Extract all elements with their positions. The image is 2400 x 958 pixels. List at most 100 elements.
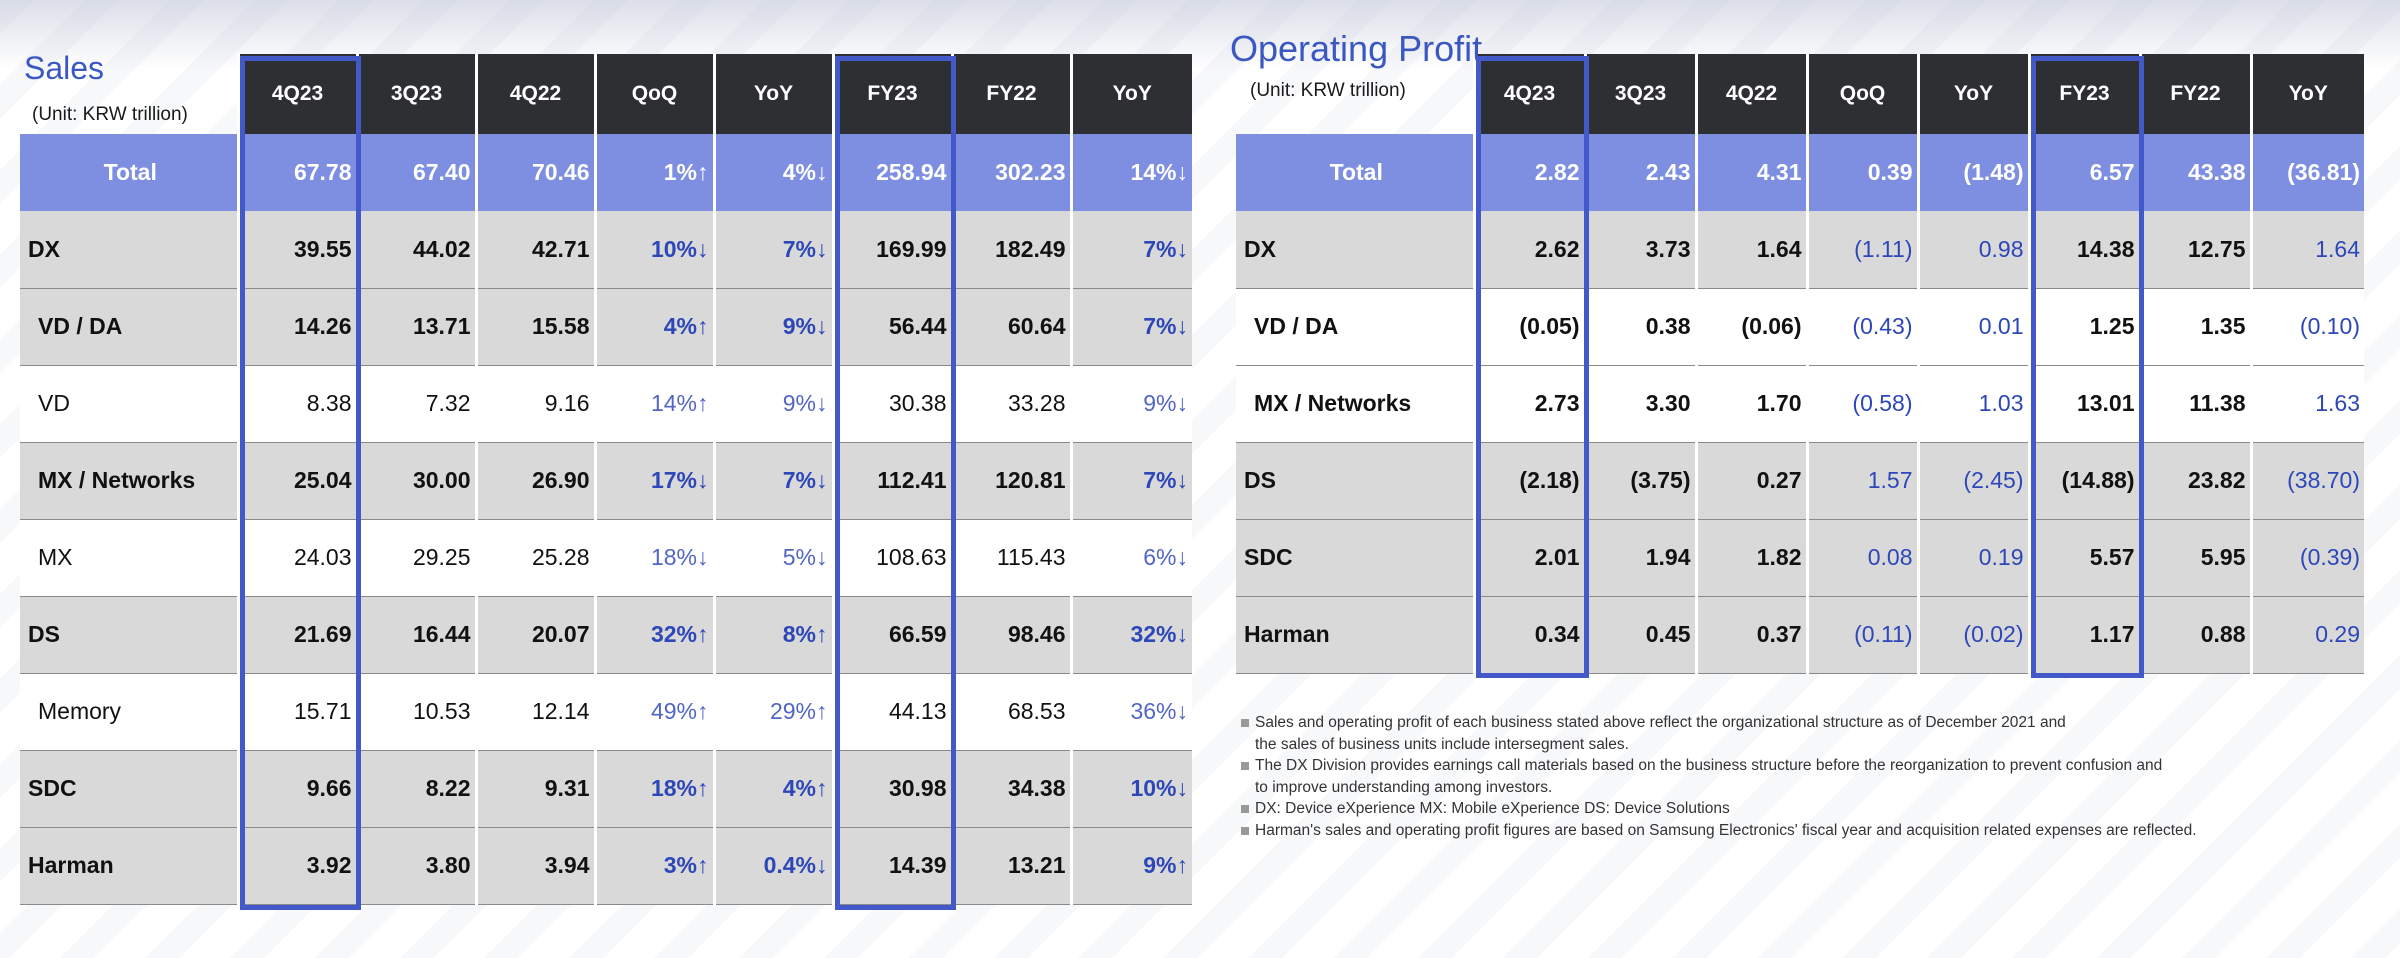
cell: 0.37	[1694, 596, 1807, 674]
footnote-line: Harman's sales and operating profit figu…	[1255, 821, 2197, 839]
cell: 169.99	[831, 211, 952, 289]
footnote-intersegment: Sales and operating profit of each busin…	[1241, 712, 2241, 755]
cell: 5.57	[2027, 519, 2140, 597]
op-row-ds: DS (2.18) (3.75) 0.27 1.57 (2.45) (14.88…	[1236, 442, 2364, 520]
cell: 14.26	[236, 288, 357, 366]
cell: 30.98	[831, 750, 952, 828]
cell: 9.16	[474, 365, 595, 443]
cell: 30.00	[355, 442, 476, 520]
cell: 1.57	[1805, 442, 1918, 520]
cell: (38.70)	[2249, 442, 2364, 520]
op-row-mx-networks: MX / Networks 2.73 3.30 1.70 (0.58) 1.03…	[1236, 365, 2364, 443]
cell: 26.90	[474, 442, 595, 520]
cell: 13.71	[355, 288, 476, 366]
op-col-yoy: YoY	[1916, 54, 2029, 134]
sales-header-row: 4Q23 3Q23 4Q22 QoQ YoY FY23 FY22 YoY	[20, 54, 1192, 134]
footnote-line: DX: Device eXperience MX: Mobile eXperie…	[1255, 800, 1730, 817]
row-label: SDC	[1236, 519, 1474, 597]
cell: 0.01	[1916, 288, 2029, 366]
cell: 33.28	[950, 365, 1071, 443]
cell: 98.46	[950, 596, 1071, 674]
op-col-fy23: FY23	[2027, 54, 2140, 134]
cell: 36%↓	[1069, 673, 1192, 751]
cell: 9%↓	[712, 365, 833, 443]
cell: 6.57	[2027, 134, 2140, 211]
row-label: Harman	[20, 827, 238, 905]
cell: (0.58)	[1805, 365, 1918, 443]
cell: 1.25	[2027, 288, 2140, 366]
cell: 9.31	[474, 750, 595, 828]
sales-col-fy22: FY22	[950, 54, 1071, 134]
cell: 8.38	[236, 365, 357, 443]
row-label: MX	[20, 519, 238, 597]
footnote-line: The DX Division provides earnings call m…	[1255, 757, 2163, 774]
op-col-qoq: QoQ	[1805, 54, 1918, 134]
sales-row-total: Total 67.78 67.40 70.46 1%↑ 4%↓ 258.94 3…	[20, 134, 1192, 211]
cell: 2.82	[1472, 134, 1585, 211]
op-row-harman: Harman 0.34 0.45 0.37 (0.11) (0.02) 1.17…	[1236, 596, 2364, 674]
op-row-dx: DX 2.62 3.73 1.64 (1.11) 0.98 14.38 12.7…	[1236, 211, 2364, 289]
cell: (0.10)	[2249, 288, 2364, 366]
cell: 108.63	[831, 519, 952, 597]
cell: 0.98	[1916, 211, 2029, 289]
sales-row-vd: VD 8.38 7.32 9.16 14%↑ 9%↓ 30.38 33.28 9…	[20, 365, 1192, 443]
cell: 7.32	[355, 365, 476, 443]
cell: 9.66	[236, 750, 357, 828]
cell: 4%↑	[593, 288, 714, 366]
cell: 10%↓	[593, 211, 714, 289]
sales-col-3q23: 3Q23	[355, 54, 476, 134]
cell: 0.39	[1805, 134, 1918, 211]
cell: 67.40	[355, 134, 476, 211]
operating-profit-title: Operating Profit	[1230, 28, 1483, 69]
op-header-row: 4Q23 3Q23 4Q22 QoQ YoY FY23 FY22 YoY	[1236, 54, 2364, 134]
row-label: SDC	[20, 750, 238, 828]
cell: (1.48)	[1916, 134, 2029, 211]
cell: 30.38	[831, 365, 952, 443]
sales-row-mx: MX 24.03 29.25 25.28 18%↓ 5%↓ 108.63 115…	[20, 519, 1192, 597]
row-label: MX / Networks	[1236, 365, 1474, 443]
cell: 0.08	[1805, 519, 1918, 597]
cell: 1.03	[1916, 365, 2029, 443]
cell: 29%↑	[712, 673, 833, 751]
cell: (3.75)	[1583, 442, 1696, 520]
cell: 4%↓	[712, 134, 833, 211]
cell: 15.71	[236, 673, 357, 751]
row-label: VD / DA	[1236, 288, 1474, 366]
cell: 20.07	[474, 596, 595, 674]
cell: 5%↓	[712, 519, 833, 597]
cell: 14.39	[831, 827, 952, 905]
row-label: DS	[20, 596, 238, 674]
cell: 2.43	[1583, 134, 1696, 211]
cell: 13.01	[2027, 365, 2140, 443]
op-col-4q22: 4Q22	[1694, 54, 1807, 134]
cell: 15.58	[474, 288, 595, 366]
cell: 70.46	[474, 134, 595, 211]
cell: 0.29	[2249, 596, 2364, 674]
sales-col-4q22: 4Q22	[474, 54, 595, 134]
cell: 9%↑	[1069, 827, 1192, 905]
cell: 21.69	[236, 596, 357, 674]
cell: 14.38	[2027, 211, 2140, 289]
row-label: Total	[20, 134, 238, 211]
cell: 44.13	[831, 673, 952, 751]
operating-profit-table: 4Q23 3Q23 4Q22 QoQ YoY FY23 FY22 YoY Tot…	[1236, 54, 2364, 674]
footnotes: Sales and operating profit of each busin…	[1241, 712, 2241, 841]
cell: 16.44	[355, 596, 476, 674]
cell: (0.11)	[1805, 596, 1918, 674]
op-col-fy-yoy: YoY	[2249, 54, 2364, 134]
row-label: Harman	[1236, 596, 1474, 674]
cell: 182.49	[950, 211, 1071, 289]
cell: (0.02)	[1916, 596, 2029, 674]
cell: 3.73	[1583, 211, 1696, 289]
cell: 68.53	[950, 673, 1071, 751]
cell: 66.59	[831, 596, 952, 674]
cell: 1.64	[2249, 211, 2364, 289]
bullet-square-icon	[1241, 719, 1249, 727]
cell: 1.63	[2249, 365, 2364, 443]
cell: 4.31	[1694, 134, 1807, 211]
sales-row-dx: DX 39.55 44.02 42.71 10%↓ 7%↓ 169.99 182…	[20, 211, 1192, 289]
cell: (36.81)	[2249, 134, 2364, 211]
cell: 0.88	[2138, 596, 2251, 674]
cell: 3%↑	[593, 827, 714, 905]
cell: 0.19	[1916, 519, 2029, 597]
